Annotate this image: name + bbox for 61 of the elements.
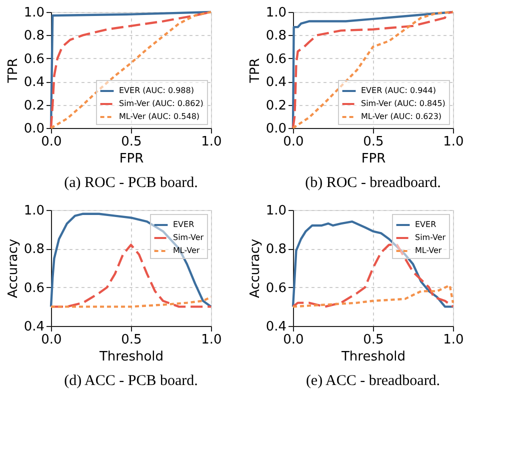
y-tick-label: 1.0 bbox=[266, 6, 286, 20]
y-tick-label: 0.8 bbox=[24, 28, 44, 44]
x-tick-label: 1.0 bbox=[201, 134, 222, 150]
y-tick-label: 0.6 bbox=[266, 280, 286, 296]
y-tick-label: 1.0 bbox=[24, 204, 44, 218]
x-axis-title: Threshold bbox=[340, 350, 406, 364]
y-tick-label: 0.2 bbox=[266, 98, 286, 114]
line-series bbox=[292, 284, 454, 308]
text: (e) ACC - breadboard. bbox=[306, 373, 440, 389]
legend-label: Sim-Ver bbox=[173, 233, 204, 242]
x-tick-label: 0.5 bbox=[363, 332, 384, 348]
x-tick-label: 1.0 bbox=[201, 332, 222, 348]
legend-label: ML-Ver bbox=[173, 246, 200, 255]
x-tick-label: 0.5 bbox=[363, 134, 384, 150]
y-tick-label: 0.4 bbox=[24, 75, 44, 90]
x-tick-label: 0.5 bbox=[121, 134, 142, 150]
line-series bbox=[50, 212, 212, 308]
legend-label: EVER bbox=[415, 220, 437, 229]
y-tick-label: 1.0 bbox=[266, 204, 286, 218]
y-tick-label: 0.0 bbox=[24, 122, 44, 136]
y-axis-title: TPR bbox=[248, 58, 263, 84]
legend-label: ML-Ver bbox=[415, 246, 442, 255]
line-series bbox=[292, 220, 454, 308]
x-tick-label: 0.0 bbox=[283, 332, 304, 348]
y-tick-label: 0.8 bbox=[24, 242, 44, 258]
y-axis-title: Accuracy bbox=[6, 238, 21, 298]
text: (b) ROC - breadboard. bbox=[305, 175, 441, 191]
y-tick-label: 0.4 bbox=[266, 320, 286, 334]
x-tick-label: 0.0 bbox=[283, 134, 304, 150]
line-series bbox=[50, 296, 212, 308]
y-tick-label: 1.0 bbox=[24, 6, 44, 20]
x-axis-title: FPR bbox=[361, 152, 386, 166]
y-tick-label: 0.8 bbox=[266, 242, 286, 258]
x-tick-label: 0.0 bbox=[41, 134, 62, 150]
x-axis-title: Threshold bbox=[98, 350, 164, 364]
legend-label: EVER bbox=[173, 220, 195, 229]
y-tick-label: 0.8 bbox=[266, 28, 286, 44]
x-tick-label: 0.0 bbox=[41, 332, 62, 348]
legend-label: ML-Ver (AUC: 0.548) bbox=[119, 112, 200, 121]
x-axis-title: FPR bbox=[119, 152, 144, 166]
y-tick-label: 0.4 bbox=[266, 75, 286, 90]
legend-label: Sim-Ver bbox=[415, 233, 446, 242]
x-tick-label: 0.5 bbox=[121, 332, 142, 348]
y-tick-label: 0.4 bbox=[24, 320, 44, 334]
text: (a) ROC - PCB board. bbox=[64, 175, 198, 191]
legend-label: ML-Ver (AUC: 0.623) bbox=[361, 112, 442, 121]
line-series bbox=[292, 244, 454, 308]
text: (d) ACC - PCB board. bbox=[64, 373, 198, 389]
legend-label: Sim-Ver (AUC: 0.845) bbox=[361, 99, 446, 108]
x-tick-label: 1.0 bbox=[443, 332, 464, 348]
legend-label: EVER (AUC: 0.944) bbox=[361, 86, 436, 95]
y-tick-label: 0.2 bbox=[24, 98, 44, 114]
legend-label: EVER (AUC: 0.988) bbox=[119, 86, 194, 95]
y-tick-label: 0.0 bbox=[266, 122, 286, 136]
legend-label: Sim-Ver (AUC: 0.862) bbox=[119, 99, 204, 108]
y-tick-label: 0.6 bbox=[266, 52, 286, 67]
y-axis-title: Accuracy bbox=[248, 238, 263, 298]
y-tick-label: 0.6 bbox=[24, 52, 44, 67]
y-tick-label: 0.6 bbox=[24, 280, 44, 296]
x-tick-label: 1.0 bbox=[443, 134, 464, 150]
y-axis-title: TPR bbox=[6, 58, 21, 84]
